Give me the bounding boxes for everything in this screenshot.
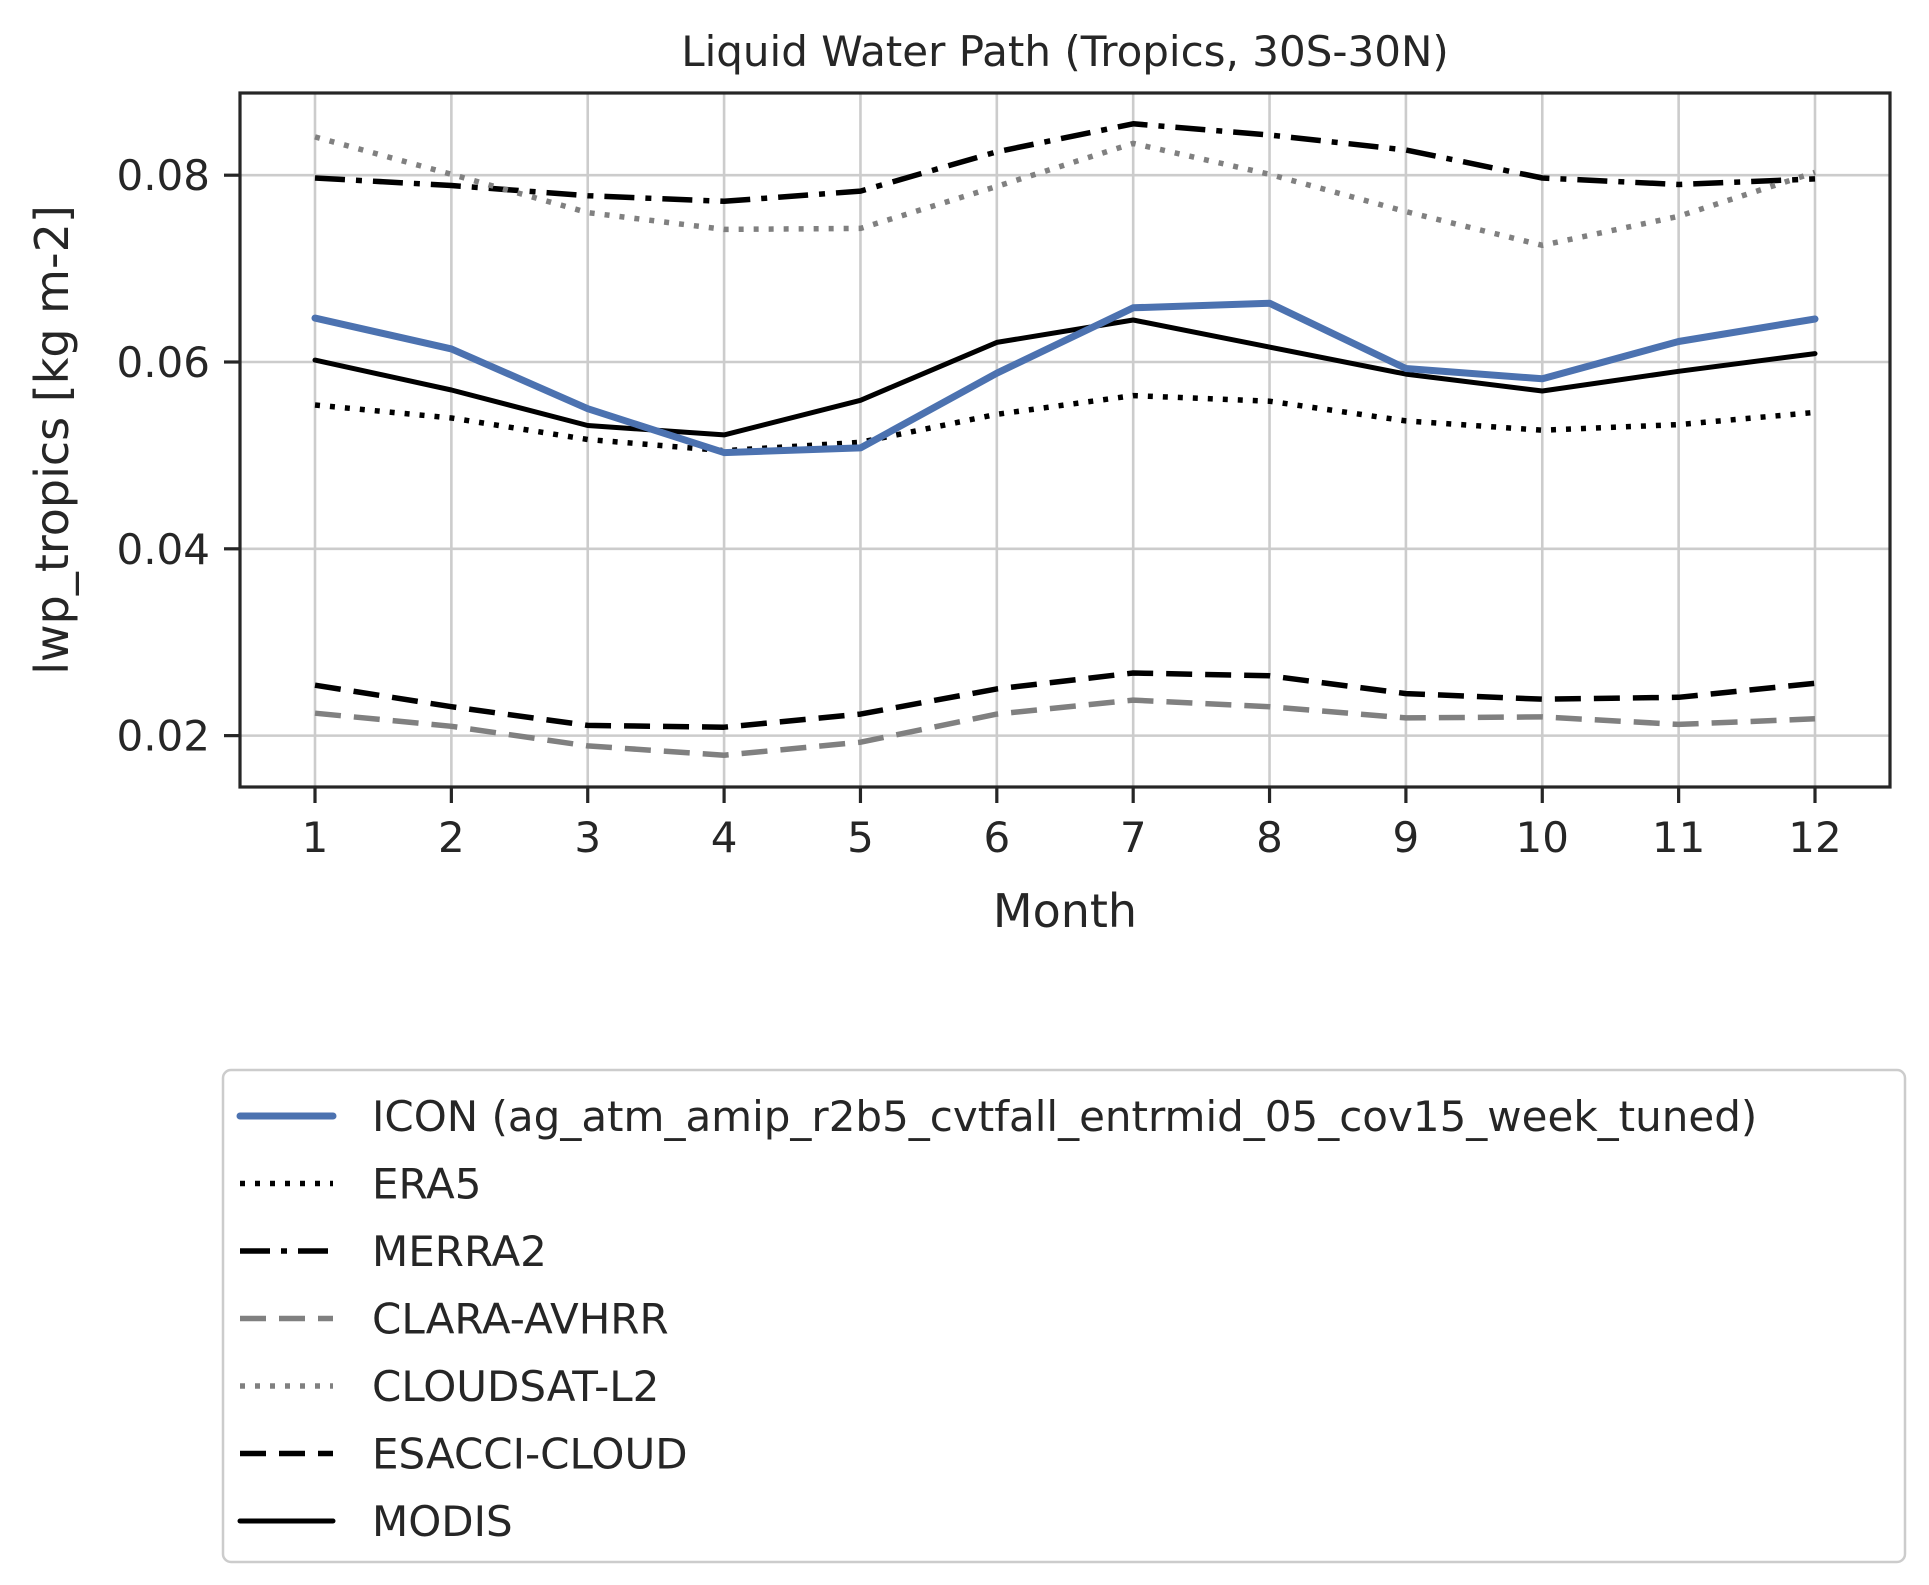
x-tick-label: 1 xyxy=(302,813,329,862)
series-layer xyxy=(311,121,1819,758)
legend-label: ICON (ag_atm_amip_r2b5_cvtfall_entrmid_0… xyxy=(372,1092,1757,1141)
legend-label: MODIS xyxy=(372,1497,513,1546)
legend-label: CLOUDSAT-L2 xyxy=(372,1362,659,1411)
x-tick-label: 4 xyxy=(711,813,738,862)
x-tick-label: 9 xyxy=(1393,813,1420,862)
series-line-merra2 xyxy=(314,121,1816,205)
legend-box xyxy=(221,1068,1907,1564)
plot-frame xyxy=(238,91,1892,789)
y-tick-label: 0.02 xyxy=(116,712,210,761)
x-tick-label: 3 xyxy=(574,813,601,862)
legend: ICON (ag_atm_amip_r2b5_cvtfall_entrmid_0… xyxy=(221,1068,1907,1564)
x-tick-label: 8 xyxy=(1256,813,1283,862)
x-tick-label: 12 xyxy=(1788,813,1841,862)
x-tick-label: 5 xyxy=(847,813,874,862)
ticks: 1 2 3 4 5 6 7 8 9 10 11 120.020.040.060.08 xyxy=(116,151,1841,862)
legend-label: MERRA2 xyxy=(372,1227,547,1276)
series-line-era5 xyxy=(314,392,1816,454)
x-tick-label: 6 xyxy=(983,813,1010,862)
legend-label: CLARA-AVHRR xyxy=(372,1295,669,1344)
grid xyxy=(240,93,1890,787)
x-tick-label: 2 xyxy=(438,813,465,862)
x-axis-label: Month xyxy=(993,884,1137,938)
y-tick-label: 0.06 xyxy=(116,338,210,387)
chart-title: Liquid Water Path (Tropics, 30S-30N) xyxy=(681,27,1449,76)
series-line-cloudsat-l2 xyxy=(314,134,1816,249)
x-tick-label: 11 xyxy=(1652,813,1705,862)
x-tick-label: 7 xyxy=(1120,813,1147,862)
legend-label: ESACCI-CLOUD xyxy=(372,1430,688,1479)
y-tick-label: 0.08 xyxy=(116,151,210,200)
x-tick-label: 10 xyxy=(1516,813,1569,862)
series-line-clara-avhrr xyxy=(314,697,1816,758)
y-tick-label: 0.04 xyxy=(116,525,210,574)
series-line-modis xyxy=(312,317,1818,438)
legend-items: ICON (ag_atm_amip_r2b5_cvtfall_entrmid_0… xyxy=(236,1092,1757,1546)
y-axis-label: lwp_tropics [kg m-2] xyxy=(25,205,79,675)
legend-label: ERA5 xyxy=(372,1160,481,1209)
series-line-icon xyxy=(311,299,1819,457)
series-line-esacci-cloud xyxy=(314,670,1816,730)
